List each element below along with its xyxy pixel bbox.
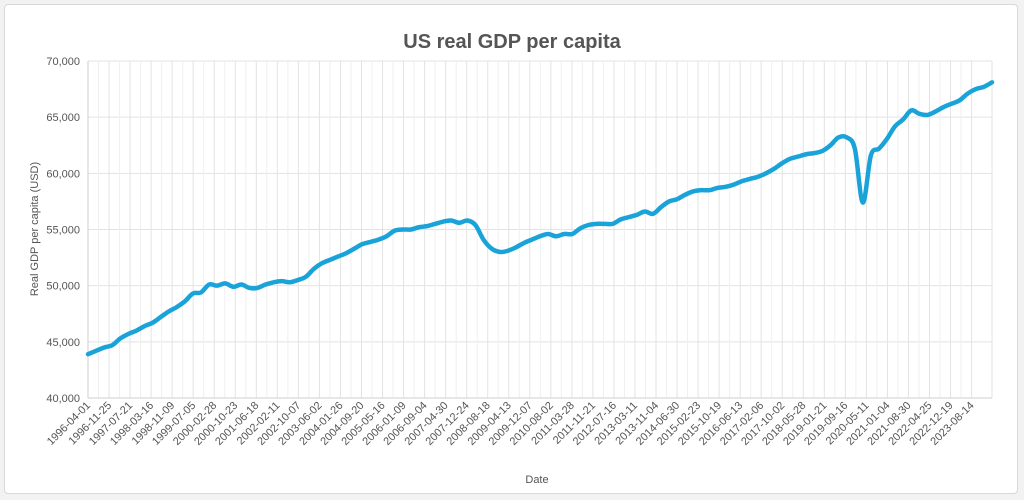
series-group — [85, 80, 995, 357]
y-tick-label: 40,000 — [46, 393, 80, 405]
y-tick-label: 50,000 — [46, 281, 80, 293]
y-axis-label: Real GDP per capita (USD) — [29, 162, 41, 296]
x-axis-label: Date — [525, 474, 548, 486]
series-line — [85, 80, 995, 357]
x-axis-ticks: 1996-04-011996-11-251997-07-211998-03-16… — [45, 400, 977, 448]
y-tick-label: 60,000 — [46, 168, 80, 180]
chart-title: US real GDP per capita — [403, 31, 621, 53]
y-tick-label: 65,000 — [46, 112, 80, 124]
y-tick-label: 55,000 — [46, 225, 80, 237]
y-tick-label: 70,000 — [46, 56, 80, 68]
y-tick-label: 45,000 — [46, 337, 80, 349]
gridlines — [87, 60, 993, 399]
y-axis-ticks: 40,000 45,000 50,000 55,000 60,000 65,000 70,0… — [46, 56, 80, 405]
